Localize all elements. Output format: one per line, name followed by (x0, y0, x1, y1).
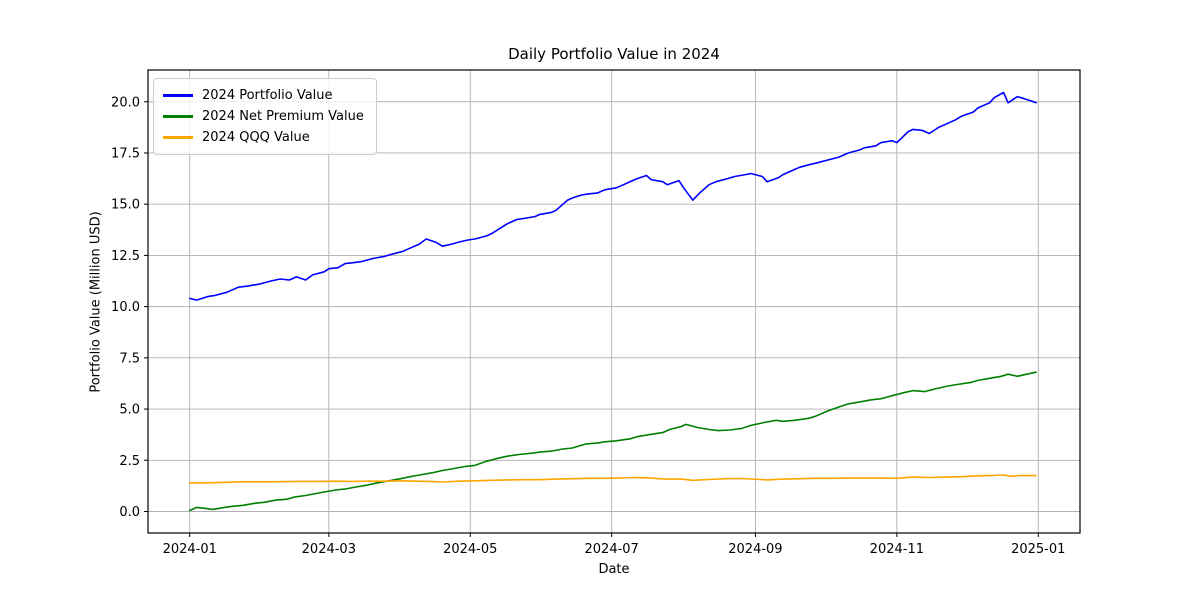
x-tick-label: 2024-09 (728, 542, 782, 557)
y-tick-label: 12.5 (111, 249, 140, 264)
x-tick-label: 2024-03 (302, 542, 356, 557)
x-tick-label: 2025-01 (1011, 542, 1065, 557)
legend-label: 2024 Portfolio Value (202, 88, 333, 103)
legend-line-swatch-green (163, 115, 193, 118)
x-tick-label: 2024-01 (163, 542, 217, 557)
x-tick-label: 2024-11 (870, 542, 924, 557)
y-axis-label: Portfolio Value (Million USD) (88, 211, 104, 393)
y-tick-label: 5.0 (119, 403, 140, 418)
axes-border (147, 69, 1081, 534)
y-tick-label: 0.0 (119, 505, 140, 520)
y-tick-label: 20.0 (111, 95, 140, 110)
x-tick-label: 2024-07 (585, 542, 639, 557)
legend-item-net-premium-value: 2024 Net Premium Value (163, 106, 364, 127)
series-line-2 (188, 371, 1037, 512)
legend-label: 2024 Net Premium Value (202, 109, 364, 124)
x-axis-label: Date (598, 562, 630, 577)
legend-label: 2024 QQQ Value (202, 130, 310, 145)
legend-line-swatch-orange (163, 136, 193, 139)
x-tick-label: 2024-05 (443, 542, 497, 557)
legend-item-qqq-value: 2024 QQQ Value (163, 127, 364, 148)
y-tick-label: 15.0 (111, 198, 140, 213)
y-tick-label: 10.0 (111, 300, 140, 315)
legend-line-swatch-blue (163, 94, 193, 97)
series-line-3 (188, 474, 1037, 484)
legend: 2024 Portfolio Value 2024 Net Premium Va… (153, 78, 377, 155)
series-line-1 (188, 91, 1037, 301)
legend-item-portfolio-value: 2024 Portfolio Value (163, 85, 364, 106)
y-tick-label: 17.5 (111, 146, 140, 161)
y-tick-label: 7.5 (119, 351, 140, 366)
y-tick-label: 2.5 (119, 454, 140, 469)
chart-title: Daily Portfolio Value in 2024 (508, 45, 720, 63)
